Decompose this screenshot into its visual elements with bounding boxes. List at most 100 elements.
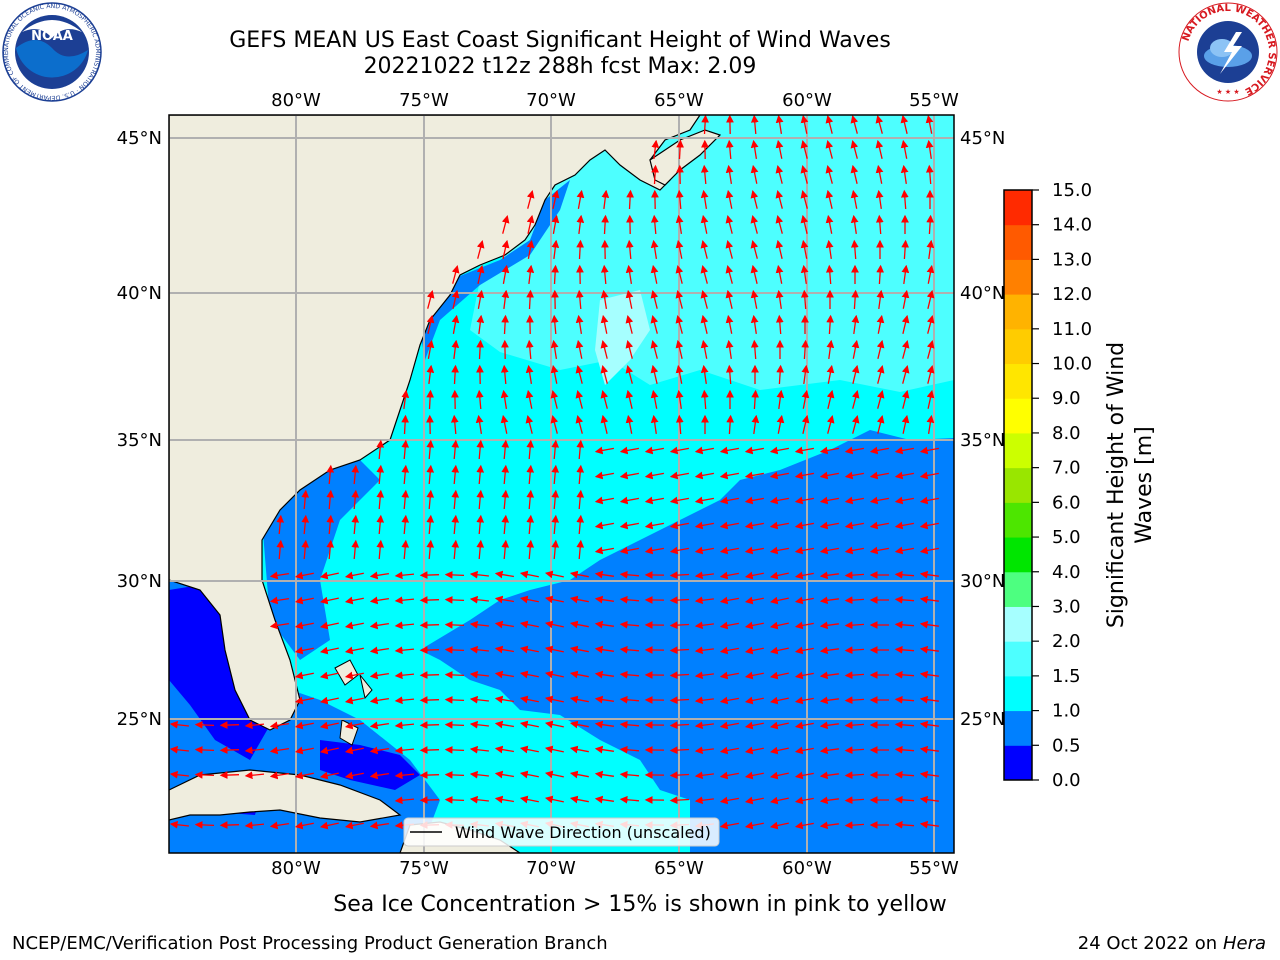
wave-arrow [750, 164, 759, 184]
wave-arrow [750, 289, 759, 309]
wave-arrow [919, 620, 939, 629]
wave-arrow [901, 264, 910, 284]
wave-arrow [650, 340, 659, 359]
wave-arrow [394, 621, 415, 630]
wave-arrow [819, 796, 839, 805]
wave-arrow [825, 214, 834, 234]
wave-arrow [776, 364, 785, 385]
wave-arrow [469, 570, 489, 579]
wave-arrow [725, 339, 734, 359]
wave-arrow [594, 521, 615, 530]
wave-arrow [675, 214, 684, 235]
wave-arrow [600, 340, 609, 359]
wave-arrow [575, 415, 584, 434]
wave-arrow [494, 645, 515, 654]
wave-arrow [469, 720, 489, 729]
wave-arrow [419, 596, 440, 604]
wave-band-15-20 [470, 115, 954, 392]
wave-arrow [875, 164, 884, 184]
colorbar-tick-label: 1.0 [1052, 701, 1081, 722]
wave-arrow [575, 365, 584, 384]
wave-arrow [825, 189, 834, 209]
wave-arrow [544, 720, 564, 729]
wave-band-00-05 [169, 585, 270, 760]
wave-arrow [719, 496, 740, 505]
wave-arrow [319, 821, 339, 830]
wave-arrow [669, 496, 690, 505]
wave-arrow [819, 696, 839, 705]
wave-arrow [650, 239, 659, 260]
wave-arrow [575, 390, 584, 409]
wave-arrow [776, 389, 785, 409]
wave-arrow [819, 496, 840, 505]
wave-arrow [550, 390, 559, 409]
wave-arrow [394, 771, 415, 780]
wave-arrow [601, 189, 610, 209]
wave-arrow [594, 720, 614, 729]
colorbar-tick-label: 9.0 [1052, 388, 1081, 409]
wave-arrow [744, 646, 764, 655]
wave-arrow [901, 340, 910, 359]
wave-arrow [576, 539, 585, 560]
wave-arrow [851, 314, 860, 334]
wave-arrow [426, 364, 435, 384]
wave-arrow [569, 645, 589, 654]
wave-arrow [169, 820, 189, 829]
wave-arrow [825, 115, 834, 134]
wave-arrow [476, 464, 485, 485]
wave-arrow [551, 214, 560, 235]
wave-arrow [794, 721, 814, 730]
colorbar-tick-label: 11.0 [1052, 319, 1092, 340]
wave-arrow [426, 389, 435, 410]
wave-arrow [844, 721, 865, 730]
wave-arrow [775, 289, 784, 309]
wave-arrow [476, 264, 485, 284]
wave-arrow [876, 415, 885, 434]
wave-arrow [825, 264, 834, 285]
wave-arrow [869, 446, 890, 455]
wave-arrow [476, 289, 485, 310]
wave-arrow [719, 571, 740, 580]
colorbar-segment [1004, 641, 1032, 677]
wave-arrow [894, 745, 915, 754]
wave-arrow [426, 514, 435, 535]
wave-arrow [644, 471, 665, 480]
wave-arrow [925, 139, 934, 159]
wave-arrow [744, 446, 765, 455]
lon-label-top: 75°W [399, 90, 449, 111]
wave-arrow [594, 670, 614, 679]
wave-arrow [444, 620, 465, 629]
wave-arrow [344, 596, 364, 605]
wave-arrow [669, 571, 690, 580]
wave-arrow [419, 721, 440, 729]
wave-arrow [294, 571, 314, 580]
wave-arrow [776, 414, 785, 434]
wave-arrow [875, 189, 884, 209]
wave-arrow [569, 595, 589, 604]
wave-arrow [544, 570, 564, 579]
credit-left: NCEP/EMC/Verification Post Processing Pr… [12, 933, 608, 954]
lon-label-bottom: 55°W [909, 858, 959, 879]
wave-arrow [719, 521, 740, 530]
wave-arrow [625, 414, 634, 434]
wave-arrow [619, 645, 640, 654]
wave-arrow [600, 414, 609, 434]
wave-arrow [169, 770, 189, 779]
wave-arrow [669, 621, 690, 630]
wave-arrow [594, 620, 614, 629]
wave-arrow [744, 546, 765, 555]
wave-arrow [550, 314, 559, 335]
wave-arrow [851, 339, 860, 359]
wave-arrow [894, 496, 915, 505]
wave-arrow [269, 746, 290, 755]
wave-arrow [569, 745, 589, 754]
wave-arrow [919, 670, 939, 679]
colorbar-tick-label: 10.0 [1052, 354, 1092, 375]
wave-arrow [800, 239, 809, 259]
wave-arrow [769, 796, 789, 805]
wave-arrow [476, 314, 485, 334]
wave-arrow [719, 596, 740, 605]
wave-arrow [519, 745, 539, 754]
wave-arrow [669, 596, 690, 605]
wave-arrow [725, 139, 734, 160]
